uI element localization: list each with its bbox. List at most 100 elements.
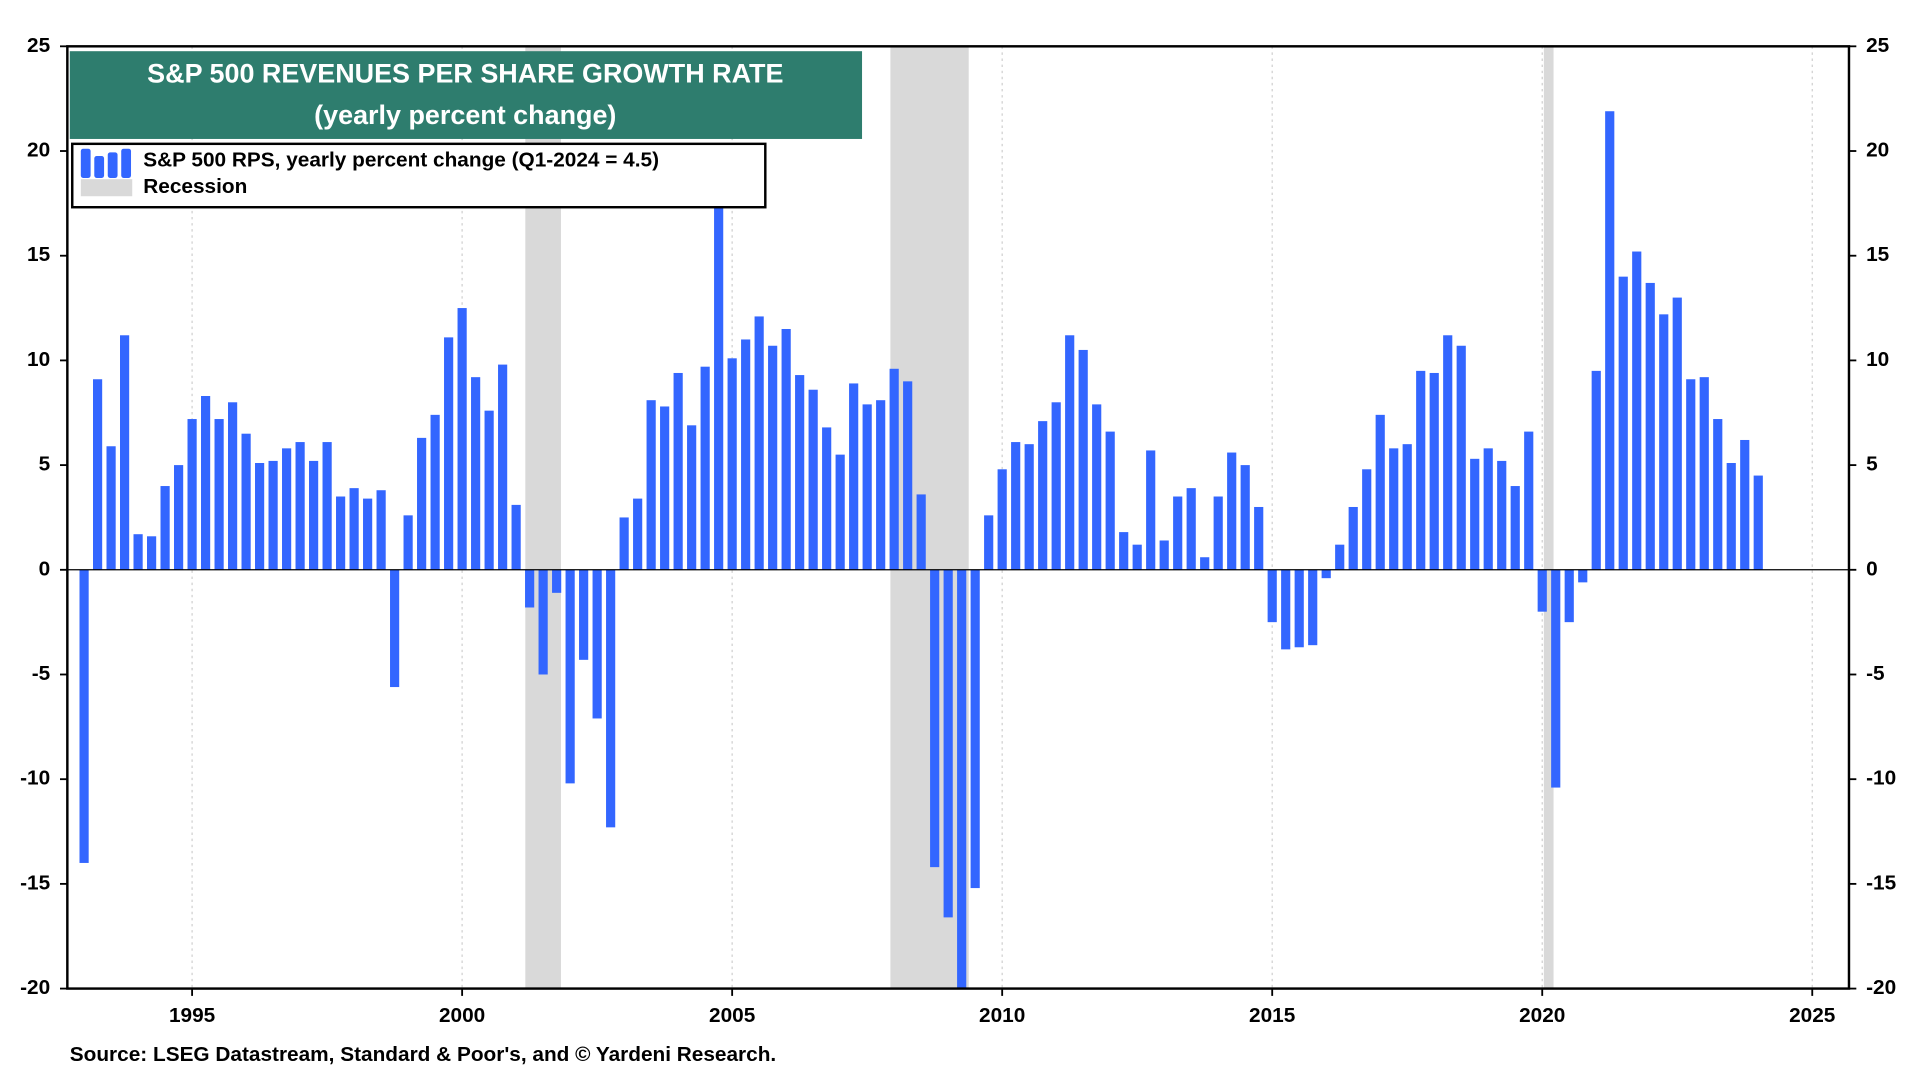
bars [79,111,1763,989]
bar [1294,569,1304,648]
bar [1119,532,1129,570]
y-tick-label: 0 [39,557,51,580]
y-tick-label: -15 [20,871,50,894]
bar [822,427,832,570]
bar [876,400,886,570]
bar [1753,475,1763,570]
bar [1240,465,1250,570]
bar [930,569,940,868]
bar [1186,488,1196,570]
y-tick-label: 25 [27,34,50,57]
bar [1051,402,1061,570]
bar [1686,379,1696,570]
bar [592,569,602,719]
bar [1038,421,1048,570]
bar [862,404,872,570]
bar [1699,377,1709,570]
bar [133,534,143,570]
bar [1578,569,1588,583]
x-tick-label: 2020 [1519,1004,1565,1027]
bar [1564,569,1574,623]
legend-label: Recession [143,175,247,198]
bar [1105,431,1115,570]
bar [903,381,913,570]
bar [741,339,751,570]
bar [1227,452,1237,570]
bar [525,569,535,608]
bar [1348,506,1358,570]
bar [552,569,562,593]
bar [849,383,859,570]
bar [646,400,656,570]
bar [1402,444,1412,570]
bar [309,460,319,570]
legend-swatch [94,156,105,178]
bar [1024,444,1034,570]
bar [214,419,224,570]
bar [1470,458,1480,570]
bar [1375,414,1385,570]
bar [700,366,710,570]
bar [754,316,764,570]
bar [498,364,508,570]
bar [1173,496,1183,570]
y2-tick-label: 5 [1866,453,1878,476]
bar [1672,297,1682,570]
bar [781,328,791,570]
bar [538,569,548,675]
bar [1362,469,1372,570]
bar [727,358,737,570]
y2-tick-label: -10 [1866,767,1896,790]
legend-icon [80,148,132,178]
bar [1591,370,1601,570]
bar [255,463,265,570]
bar [174,465,184,570]
y-tick-label: 20 [27,139,50,162]
bar [1713,419,1723,570]
title-box [69,51,863,139]
bar [201,396,211,570]
bar [484,410,494,570]
bar [1159,540,1169,570]
bar [1497,460,1507,570]
bar [349,488,359,570]
bar [1726,463,1736,570]
bar [795,375,805,570]
bar [228,402,238,570]
bar [376,490,386,570]
bar [336,496,346,570]
recession-band [890,46,969,989]
recession-band [1543,46,1554,989]
bar [660,406,670,570]
bar [1132,544,1142,570]
bar [1483,448,1493,570]
y2-tick-label: 15 [1866,243,1889,266]
bar [565,569,575,784]
bar [1416,370,1426,570]
y2-tick-label: -15 [1866,871,1896,894]
bar [916,494,926,570]
bar [1011,442,1021,570]
bar [1510,486,1520,570]
x-tick-label: 2000 [439,1004,485,1027]
bar [1456,345,1466,570]
bar [1389,448,1399,570]
y-tick-label: 15 [27,243,50,266]
y-tick-label: 5 [39,453,51,476]
bar [970,569,980,889]
bar [295,442,305,570]
bar [1537,569,1547,612]
y-tick-label: -5 [32,662,50,685]
bar [268,460,278,570]
bar [147,536,157,570]
bar [1078,349,1088,570]
bar [633,498,643,570]
bar [1551,569,1561,788]
bar [430,414,440,570]
bar [444,337,454,570]
bar [835,454,845,570]
bar [471,377,481,570]
bar [1524,431,1534,570]
legend-swatch [80,148,91,178]
